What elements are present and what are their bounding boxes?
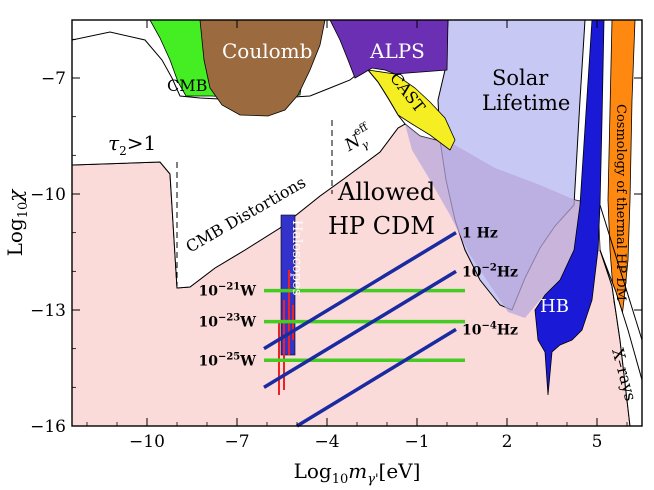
x-axis-title: Log10mγ'[eV] xyxy=(294,459,421,487)
excluded-white-region xyxy=(72,31,406,289)
bandwidth-line-label-0: 1 Hz xyxy=(462,226,498,242)
axis-ticks: −10 −7 −4 −1 2 5 −7 −10 −13 −16 xyxy=(30,20,642,452)
x-tick-label: −1 xyxy=(404,432,429,452)
y-tick-label: −16 xyxy=(30,417,66,437)
tau-label: τ2>1 xyxy=(108,131,156,158)
haloscopes-label: Haloscopes xyxy=(289,220,304,296)
x-tick-label: 2 xyxy=(502,432,513,452)
x-tick-label: −4 xyxy=(314,432,339,452)
solar-label-2: Lifetime xyxy=(482,91,570,115)
hb-label: HB xyxy=(540,296,569,317)
xrays-region xyxy=(599,249,642,426)
solar-label-1: Solar xyxy=(492,66,549,90)
x-tick-label: −7 xyxy=(224,432,249,452)
x-tick-label: 5 xyxy=(592,432,603,452)
solar-lower-band xyxy=(405,124,600,318)
y-tick-label: −7 xyxy=(41,69,66,89)
haloscopes-red-lines xyxy=(278,270,294,395)
cosmology-label: Cosmology of thermal HP DM xyxy=(613,104,628,301)
x-tick-label: −10 xyxy=(129,432,165,452)
alps-region xyxy=(329,20,449,79)
coulomb-label: Coulomb xyxy=(222,39,312,63)
power-line-label-1: 10−23W xyxy=(198,313,256,331)
bandwidth-line-label-2: 10−4Hz xyxy=(462,320,518,338)
y-tick-label: −13 xyxy=(30,301,66,321)
power-lines: 10−21W 10−23W 10−25W xyxy=(198,282,465,369)
alps-label: ALPS xyxy=(369,39,425,63)
power-line-label-2: 10−25W xyxy=(198,351,256,369)
y-axis-title: Log10χ xyxy=(3,188,31,257)
allowed-label-2: HP CDM xyxy=(328,212,435,240)
cmb-label: CMB xyxy=(167,76,207,95)
bandwidth-line-1 xyxy=(263,269,457,389)
bandwidth-line-0 xyxy=(263,231,457,351)
bandwidth-line-label-1: 10−2Hz xyxy=(462,262,518,280)
y-tick-label: −10 xyxy=(30,185,66,205)
bandwidth-line-2 xyxy=(296,327,457,428)
bandwidth-lines: 1 Hz 10−2Hz 10−4Hz xyxy=(263,226,518,428)
xrays-boundary xyxy=(599,204,642,341)
power-line-label-0: 10−21W xyxy=(198,282,256,300)
coulomb-region xyxy=(199,20,326,117)
allowed-label-1: Allowed xyxy=(337,178,435,206)
